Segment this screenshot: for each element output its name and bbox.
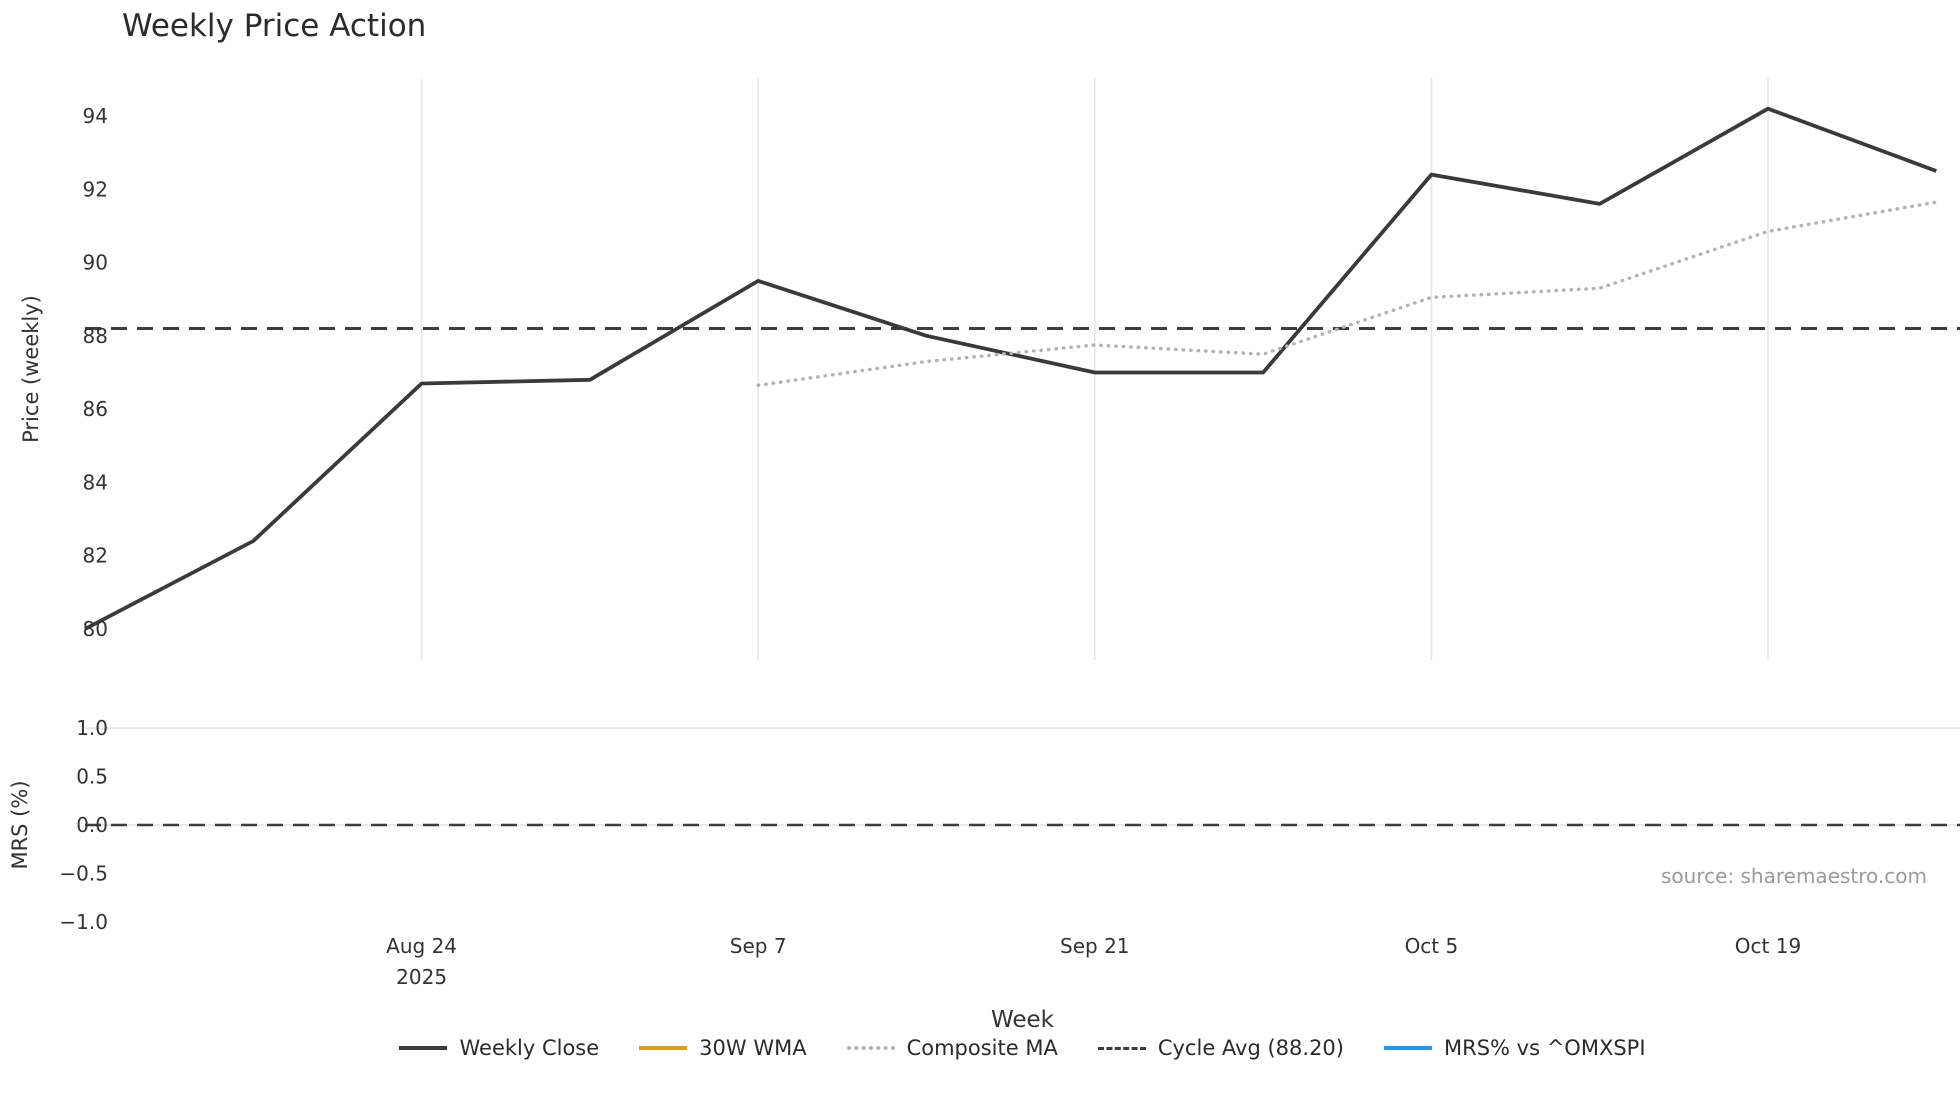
- price-ytick-label: 86: [83, 397, 108, 421]
- mrs-axis-label: MRS (%): [8, 780, 32, 870]
- legend-label-weekly-close: Weekly Close: [459, 1036, 600, 1060]
- cycle-avg-swatch: [1097, 1046, 1146, 1050]
- source-credit: source: sharemaestro.com: [1661, 864, 1927, 888]
- x-tick-label: Oct 19: [1735, 934, 1801, 958]
- legend-item-weekly-close: Weekly Close: [399, 1036, 599, 1060]
- price-ytick-label: 82: [83, 544, 108, 568]
- x-tick-label: Aug 24: [386, 934, 457, 958]
- legend-label-mrs: MRS% vs ^OMXSPI: [1443, 1036, 1646, 1060]
- x-tick-label: Sep 21: [1060, 934, 1130, 958]
- x-tick-label: Sep 7: [730, 934, 787, 958]
- chart-title: Weekly Price Action: [122, 8, 427, 44]
- x-axis-label: Week: [990, 1007, 1054, 1033]
- mrs-ytick-label: 0.5: [76, 765, 108, 789]
- price-ytick-label: 92: [83, 177, 108, 201]
- weekly-close-swatch: [399, 1046, 448, 1050]
- weekly-close-line: [84, 106, 1937, 631]
- mrs-swatch: [1383, 1046, 1432, 1050]
- legend-item-composite-ma: Composite MA: [846, 1036, 1058, 1060]
- price-ytick-label: 84: [83, 470, 108, 494]
- legend-label-composite-ma: Composite MA: [906, 1036, 1058, 1060]
- mrs-ytick-label: 1.0: [76, 716, 108, 740]
- legend-label-cycle-avg: Cycle Avg (88.20): [1157, 1036, 1344, 1060]
- legend-label-30w-wma: 30W WMA: [699, 1036, 807, 1060]
- price-ytick-label: 90: [83, 251, 108, 275]
- legend-item-mrs: MRS% vs ^OMXSPI: [1383, 1036, 1646, 1060]
- legend: Weekly Close 30W WMA Composite MA Cycle …: [85, 1036, 1960, 1060]
- mrs-ytick-label: −0.5: [59, 861, 108, 885]
- composite-ma-swatch: [846, 1046, 895, 1050]
- price-ytick-label: 94: [83, 104, 108, 128]
- x-tick-label: Oct 5: [1405, 934, 1459, 958]
- price-axis-label: Price (weekly): [19, 295, 43, 443]
- legend-item-30w-wma: 30W WMA: [639, 1036, 807, 1060]
- mrs-ytick-label: 0.0: [76, 813, 108, 837]
- x-tick-year-label: 2025: [396, 965, 447, 989]
- wma-swatch: [639, 1046, 688, 1050]
- legend-item-cycle-avg: Cycle Avg (88.20): [1097, 1036, 1344, 1060]
- price-ytick-label: 80: [83, 617, 108, 641]
- composite-ma-line: [756, 200, 1938, 387]
- price-ytick-label: 88: [83, 324, 108, 348]
- mrs-ytick-label: −1.0: [59, 910, 108, 934]
